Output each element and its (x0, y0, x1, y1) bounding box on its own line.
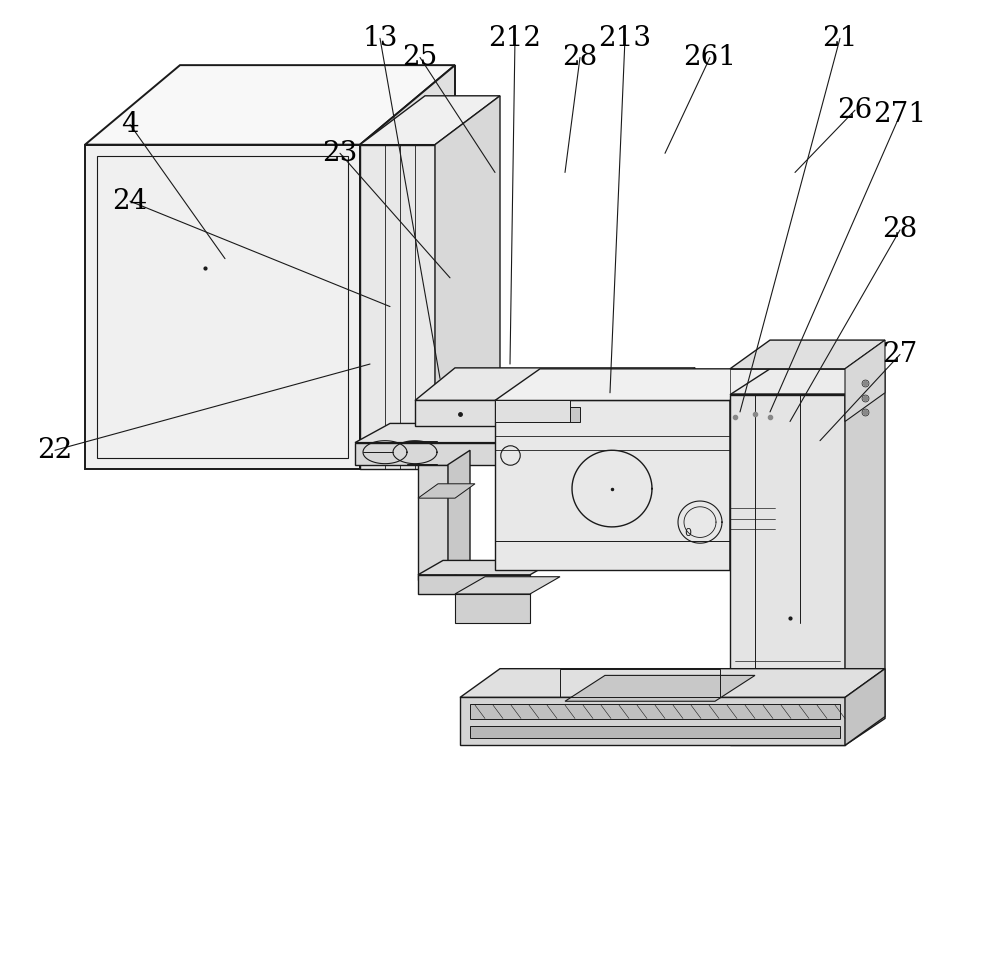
Polygon shape (85, 65, 455, 145)
Polygon shape (360, 96, 500, 145)
Text: 23: 23 (322, 140, 358, 167)
Polygon shape (455, 594, 530, 623)
Polygon shape (730, 369, 775, 570)
Polygon shape (730, 395, 845, 745)
Text: 4: 4 (121, 111, 139, 138)
Polygon shape (415, 400, 655, 426)
Polygon shape (845, 369, 885, 745)
Polygon shape (655, 368, 695, 426)
Polygon shape (360, 145, 435, 469)
Polygon shape (355, 423, 695, 443)
Polygon shape (845, 669, 885, 745)
Polygon shape (360, 65, 455, 469)
Text: 213: 213 (598, 25, 652, 52)
Polygon shape (418, 560, 555, 575)
Text: 212: 212 (488, 25, 542, 52)
Polygon shape (845, 340, 885, 422)
Text: 271: 271 (873, 102, 927, 128)
Polygon shape (730, 340, 885, 369)
Text: 21: 21 (822, 25, 858, 52)
Polygon shape (515, 407, 580, 422)
Polygon shape (460, 697, 845, 745)
Polygon shape (495, 400, 730, 570)
Text: 27: 27 (882, 341, 918, 368)
Text: 28: 28 (562, 44, 598, 71)
Polygon shape (435, 96, 500, 469)
Polygon shape (460, 669, 885, 697)
Text: 28: 28 (882, 217, 918, 243)
Text: 13: 13 (362, 25, 398, 52)
Text: 0: 0 (684, 529, 692, 538)
Polygon shape (565, 675, 755, 701)
Polygon shape (470, 726, 840, 738)
Text: 26: 26 (837, 97, 873, 124)
Polygon shape (85, 145, 360, 469)
Text: 24: 24 (112, 188, 148, 215)
Text: 25: 25 (402, 44, 438, 71)
Polygon shape (455, 577, 560, 594)
Polygon shape (418, 465, 448, 580)
Polygon shape (495, 369, 775, 400)
Polygon shape (418, 484, 475, 498)
Polygon shape (448, 450, 470, 580)
Text: 261: 261 (684, 44, 736, 71)
Polygon shape (495, 400, 570, 422)
Text: 22: 22 (37, 437, 73, 464)
Polygon shape (415, 368, 695, 400)
Polygon shape (470, 704, 840, 718)
Polygon shape (730, 369, 885, 395)
Polygon shape (418, 575, 530, 594)
Polygon shape (355, 443, 660, 465)
